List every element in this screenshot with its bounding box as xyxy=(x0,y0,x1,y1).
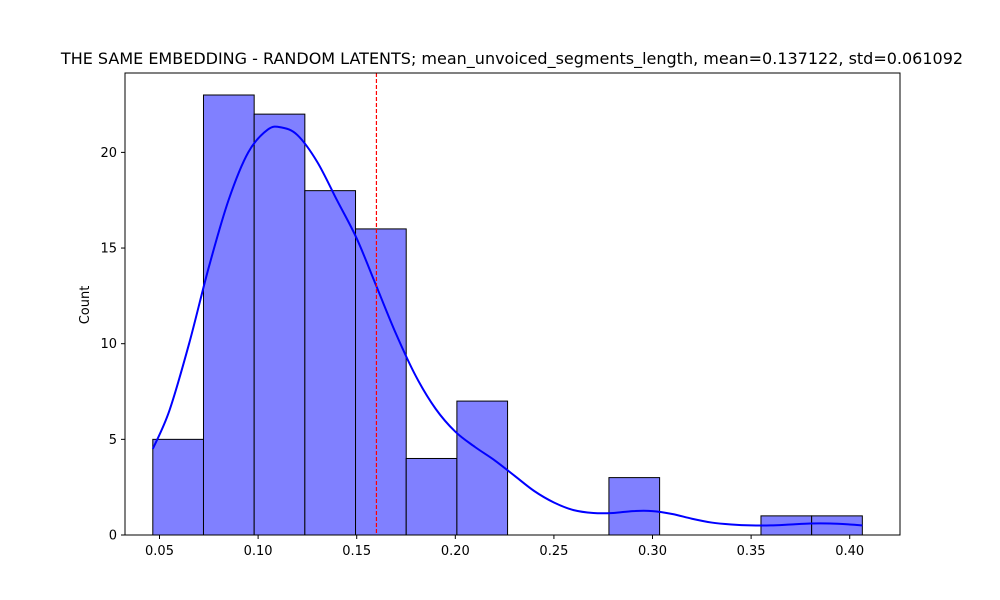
x-tick-label: 0.30 xyxy=(638,544,667,559)
x-tick-label: 0.25 xyxy=(539,544,568,559)
y-tick-label: 5 xyxy=(109,433,117,448)
axes-group: 0.05 0.10 0.15 0.20 0.25 0.30 0.35 0.40 0 5 10 15 20 xyxy=(100,72,901,559)
histogram-bar-3 xyxy=(304,190,357,536)
histogram-bar-5 xyxy=(405,457,458,536)
bars-group xyxy=(152,94,863,536)
x-tick-label: 0.40 xyxy=(835,544,864,559)
y-tick-label: 0 xyxy=(109,529,117,544)
histogram-bar-6 xyxy=(456,400,509,536)
y-tick-label: 10 xyxy=(100,337,117,352)
x-tick-label: 0.10 xyxy=(244,544,273,559)
x-tick-label: 0.05 xyxy=(145,544,174,559)
plot-frame xyxy=(124,72,901,536)
x-tick-label: 0.35 xyxy=(737,544,766,559)
kde-group xyxy=(151,125,863,527)
histogram-bar-1 xyxy=(202,94,255,536)
kde-curve xyxy=(151,125,863,527)
histogram-bar-4 xyxy=(355,228,407,536)
histogram-bar-9 xyxy=(608,477,661,536)
y-tick-label: 20 xyxy=(100,146,117,161)
x-tick-label: 0.15 xyxy=(342,544,371,559)
y-tick-label: 15 xyxy=(100,242,117,257)
x-tick-label: 0.20 xyxy=(441,544,470,559)
y-axis-label: Count xyxy=(78,286,93,325)
histogram-bar-2 xyxy=(253,113,306,536)
histogram-bar-0 xyxy=(152,438,204,536)
chart-title: THE SAME EMBEDDING - RANDOM LATENTS; mea… xyxy=(60,49,963,69)
